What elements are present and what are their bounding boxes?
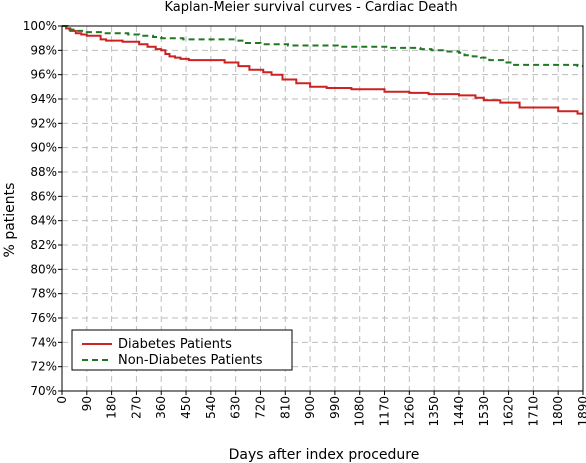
y-tick-label: 92% (30, 116, 57, 130)
x-tick-label: 1710 (526, 396, 540, 427)
y-tick-label: 84% (30, 214, 57, 228)
y-tick-label: 76% (30, 311, 57, 325)
legend-box (71, 329, 293, 371)
x-tick-label: 1800 (551, 396, 565, 427)
x-tick-label: 1350 (427, 396, 441, 427)
x-tick-label: 990 (328, 396, 342, 419)
x-tick-label: 1620 (502, 396, 516, 427)
y-tick-label: 72% (30, 360, 57, 374)
series-layer (62, 25, 583, 115)
x-tick-label: 1170 (378, 396, 392, 427)
y-tick-label: 96% (30, 68, 57, 82)
y-tick-label: 78% (30, 287, 57, 301)
y-tick-label: 100% (23, 19, 57, 33)
x-axis-title: Days after index procedure (229, 447, 420, 463)
x-tick-label: 90 (80, 396, 94, 411)
x-tick-label: 450 (179, 396, 193, 419)
x-tick-label: 1890 (576, 396, 586, 427)
legend-label: Non-Diabetes Patients (118, 353, 263, 368)
plot-frame (61, 25, 584, 392)
series-line-0 (62, 25, 583, 115)
y-tick-label: 86% (30, 189, 57, 203)
legend-label: Diabetes Patients (118, 337, 232, 352)
y-tick-label: 94% (30, 92, 57, 106)
y-tick-label: 88% (30, 165, 57, 179)
y-axis: 70% 72% 74% 76% 78% 80% 82% 84% 86% 88% 90% 92% 94% 9… (23, 19, 62, 398)
x-tick-label: 720 (253, 396, 267, 419)
x-tick-label: 540 (204, 396, 218, 419)
y-tick-label: 70% (30, 384, 57, 398)
x-tick-label: 1080 (353, 396, 367, 427)
y-tick-label: 80% (30, 262, 57, 276)
x-tick-label: 810 (278, 396, 292, 419)
x-tick-label: 1530 (477, 396, 491, 427)
x-tick-label: 900 (303, 396, 317, 419)
y-axis-title: % patients (2, 183, 18, 258)
x-tick-label: 270 (129, 396, 143, 419)
x-tick-label: 630 (229, 396, 243, 419)
chart-title: Kaplan-Meier survival curves - Cardiac D… (164, 0, 457, 15)
y-tick-label: 82% (30, 238, 57, 252)
x-tick-label: 1260 (402, 396, 416, 427)
x-tick-label: 1440 (452, 396, 466, 427)
y-tick-label: 98% (30, 43, 57, 57)
x-axis: 0 90 180 270 360 450 540 630 720 810 900 990 1080 117… (55, 391, 586, 427)
x-tick-label: 180 (105, 396, 119, 419)
series-line-1 (62, 25, 583, 68)
x-tick-label: 0 (55, 396, 69, 404)
x-tick-label: 360 (154, 396, 168, 419)
y-tick-label: 90% (30, 141, 57, 155)
y-tick-label: 74% (30, 335, 57, 349)
